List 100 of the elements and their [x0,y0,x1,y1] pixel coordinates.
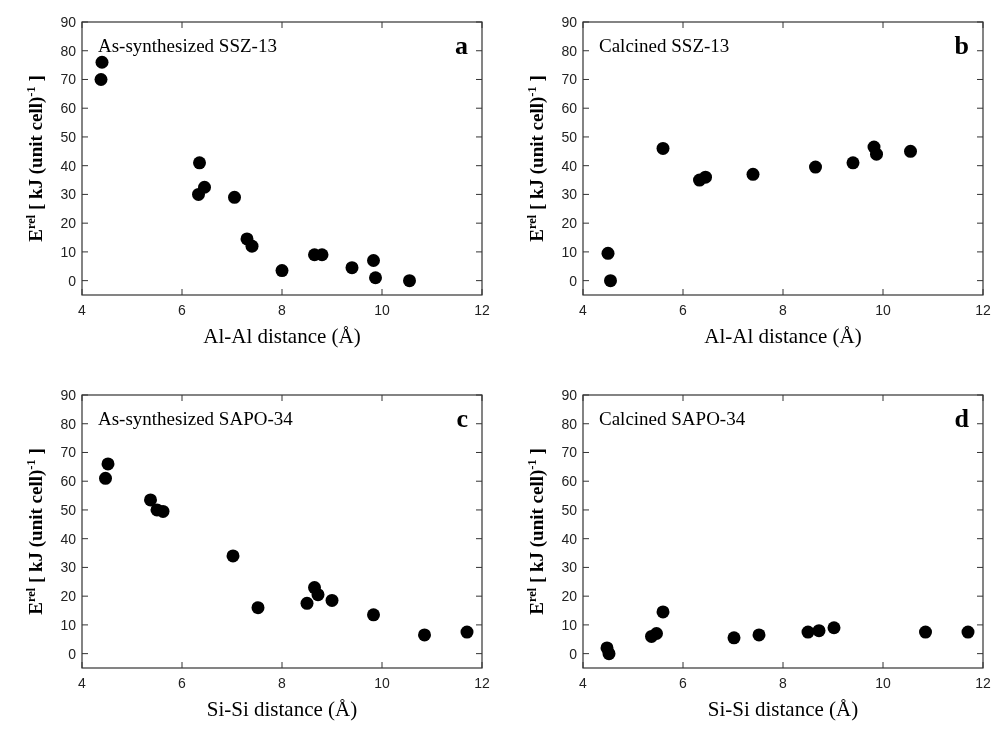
point [650,627,663,641]
y-tick-label: 80 [60,42,77,59]
y-tick-label: 80 [60,415,77,432]
y-tick-label: 0 [68,645,77,662]
point [95,55,109,69]
point [275,264,289,278]
x-tick-label: 8 [779,675,788,691]
y-tick-label: 70 [60,444,77,461]
y-tick-label: 40 [561,157,578,174]
point [245,239,259,253]
x-tick-label: 6 [178,675,187,691]
point [193,156,206,170]
point [369,271,382,285]
annotation: a [455,31,468,60]
point [156,504,170,518]
y-tick-label: 30 [561,559,578,576]
y-tick-label: 20 [561,588,578,605]
y-tick-label: 80 [561,415,578,432]
y-tick-label: 60 [60,100,77,117]
x-axis-title: Al-Al distance (Å) [704,324,862,348]
point [727,631,741,645]
point [94,72,108,86]
point [812,624,826,638]
y-tick-label: 30 [60,559,77,576]
y-tick-label: 50 [561,128,578,145]
point [345,261,359,275]
y-tick-label: 60 [60,473,77,490]
point [300,596,314,610]
y-tick-label: 40 [60,530,77,547]
point [403,274,416,288]
x-tick-label: 12 [975,675,991,691]
point [656,141,670,155]
point [870,147,883,161]
x-tick-label: 8 [779,302,788,318]
point [101,457,115,471]
x-axis-title: Si-Si distance (Å) [707,697,859,721]
x-axis-title: Si-Si distance (Å) [206,697,358,721]
x-tick-label: 6 [679,675,688,691]
point [752,628,766,642]
point [367,254,380,268]
point [961,625,975,639]
point [144,493,157,507]
y-tick-label: 70 [561,71,578,88]
y-tick-label: 30 [60,186,77,203]
point [228,190,241,204]
point [251,601,265,615]
point [311,588,325,602]
y-tick-label: 90 [60,387,77,403]
y-tick-label: 50 [561,501,578,518]
x-tick-label: 12 [474,302,490,318]
y-tick-label: 70 [561,444,578,461]
y-tick-label: 30 [561,186,578,203]
x-tick-label: 12 [975,302,991,318]
point [827,621,841,635]
point [746,167,760,181]
x-axis-title: Al-Al distance (Å) [203,324,361,348]
point [367,608,380,622]
point [602,647,616,661]
y-tick-label: 80 [561,42,578,59]
point [919,625,932,639]
y-tick-label: 10 [60,243,77,260]
x-tick-label: 4 [579,675,588,691]
x-tick-label: 10 [875,302,891,318]
point [699,170,712,184]
x-tick-label: 6 [178,302,187,318]
y-tick-label: 60 [561,100,578,117]
point [601,246,615,260]
y-tick-label: 90 [561,14,578,30]
y-tick-label: 0 [569,272,578,289]
annotation: d [954,404,970,433]
x-tick-label: 4 [78,675,87,691]
y-tick-label: 40 [561,530,578,547]
point [418,628,431,642]
point [604,274,617,288]
point [846,156,860,170]
point [904,144,917,158]
point [325,593,339,607]
x-tick-label: 10 [374,675,390,691]
y-tick-label: 0 [68,272,77,289]
point [226,549,240,563]
point [99,471,112,485]
point [656,605,670,619]
x-tick-label: 12 [474,675,490,691]
y-tick-label: 20 [561,215,578,232]
x-tick-label: 10 [374,302,390,318]
y-tick-label: 20 [60,588,77,605]
annotation: Calcined SSZ-13 [599,35,730,56]
y-tick-label: 40 [60,157,77,174]
y-tick-label: 0 [569,645,578,662]
y-tick-label: 10 [60,616,77,633]
point [801,625,815,639]
y-tick-label: 50 [60,128,77,145]
annotation: b [954,31,969,60]
annotation: c [456,404,468,433]
y-tick-label: 10 [561,243,578,260]
annotation: Calcined SAPO-34 [599,408,746,429]
x-tick-label: 4 [579,302,588,318]
y-tick-label: 90 [561,387,578,403]
y-tick-label: 70 [60,71,77,88]
annotation: As-synthesized SAPO-34 [98,408,294,429]
